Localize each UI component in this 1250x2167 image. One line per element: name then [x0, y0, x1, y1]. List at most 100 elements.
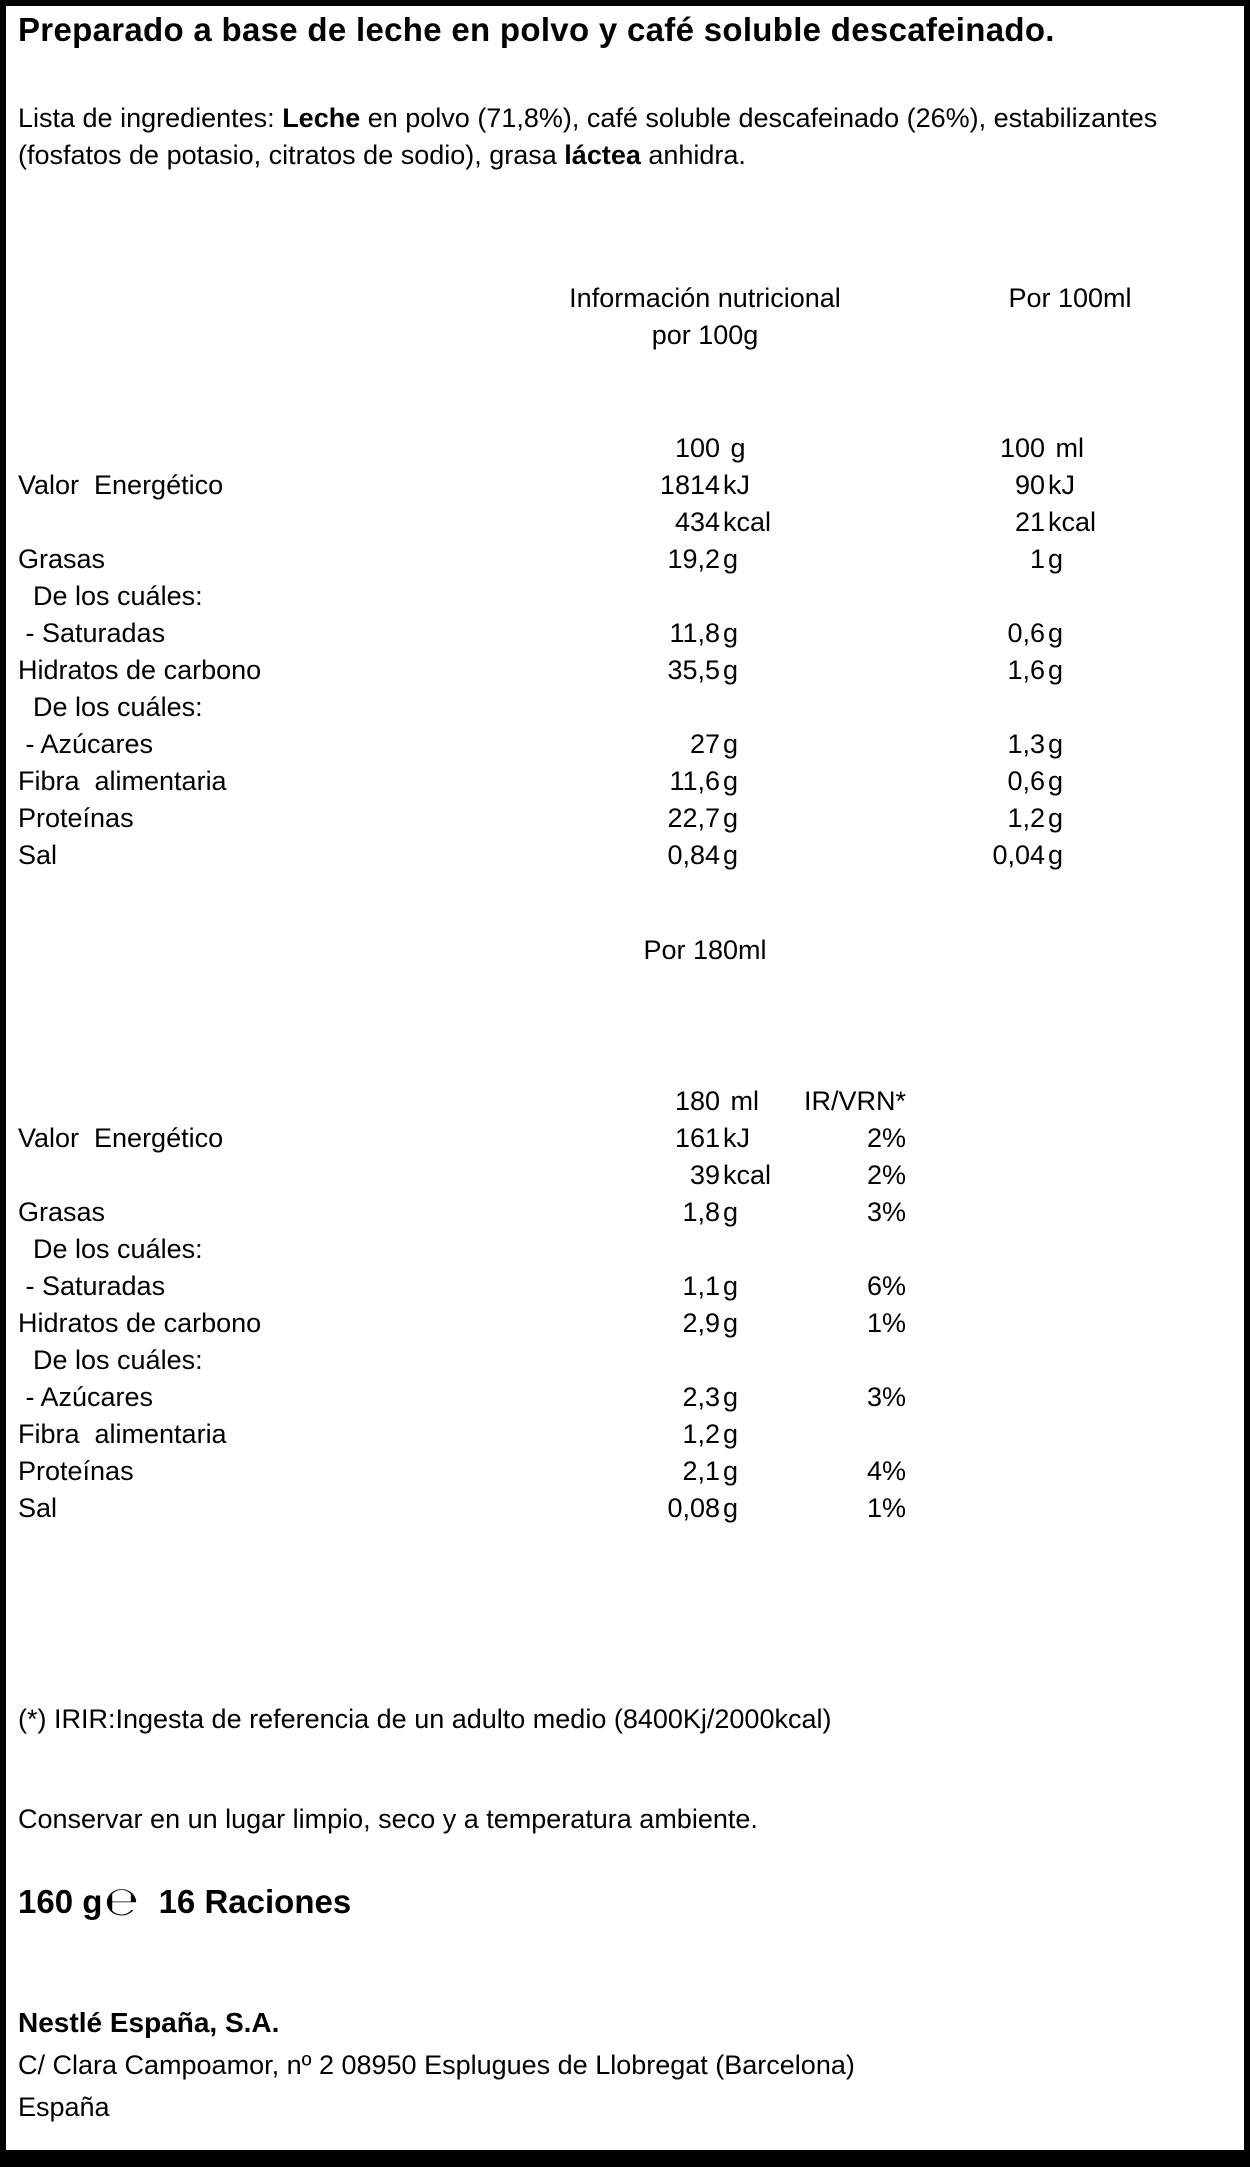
- table-100-header-line2: por 100g: [651, 320, 759, 350]
- cell-lbl: Valor Energético: [18, 470, 224, 500]
- cell-u1: g: [723, 1382, 739, 1412]
- cell-n1: 1814: [659, 470, 720, 500]
- cell-u1: g: [723, 1419, 739, 1449]
- cell-u1: kJ: [723, 1123, 750, 1153]
- table-row: De los cuáles:: [18, 689, 1226, 726]
- bottom-border-bar: [6, 2150, 1244, 2167]
- table-100-header-line1: Información nutricional: [569, 283, 841, 313]
- cell-lbl: Proteínas: [18, 1456, 134, 1486]
- cell-n1: 39: [689, 1160, 720, 1190]
- reference-intake-footnote: (*) IRIR:Ingesta de referencia de un adu…: [18, 1704, 832, 1734]
- cell-n2: 0,04: [992, 840, 1045, 870]
- cell-u1: [720, 1231, 795, 1268]
- cell-n1: 1,2: [682, 1419, 720, 1449]
- cell-u1: [720, 1342, 795, 1379]
- ingredients-paragraph: Lista de ingredientes: Leche en polvo (7…: [18, 100, 1178, 174]
- cell-u1: g: [723, 1197, 739, 1227]
- cell-n2: 1,3: [1007, 729, 1045, 759]
- servings-count: 16 Raciones: [158, 1883, 352, 1920]
- cell-n1: 27: [689, 729, 720, 759]
- cell-n1: 1,8: [682, 1197, 720, 1227]
- cell-pct: 2%: [866, 1160, 906, 1190]
- cell-u1: ml: [723, 1086, 760, 1116]
- cell-pct: [795, 1416, 906, 1453]
- cell-u1: g: [723, 1308, 739, 1338]
- table-row: De los cuáles:: [18, 1231, 1226, 1268]
- text-segment: láctea: [564, 140, 641, 170]
- cell-lbl: - Azúcares: [18, 729, 154, 759]
- cell-n1: 0,08: [667, 1493, 720, 1523]
- cell-u2: g: [1048, 618, 1064, 648]
- cell-n1: [468, 1342, 720, 1379]
- manufacturer-block: Nestlé España, S.A. C/ Clara Campoamor, …: [18, 2002, 1226, 2128]
- cell-n1: 2,9: [682, 1308, 720, 1338]
- cell-lbl: [18, 1083, 468, 1120]
- cell-u2: kcal: [1048, 507, 1097, 537]
- table-row: Hidratos de carbono 2,9 g 1%: [18, 1305, 1226, 1342]
- cell-u1: g: [723, 766, 739, 796]
- net-weight: 160 g: [18, 1883, 103, 1920]
- cell-n1: [468, 578, 720, 615]
- cell-n2: [795, 689, 1045, 726]
- text-segment: Leche: [282, 103, 361, 133]
- cell-pct: [795, 1342, 906, 1379]
- cell-lbl: De los cuáles:: [18, 581, 203, 611]
- cell-lbl: Proteínas: [18, 803, 134, 833]
- cell-lbl: De los cuáles:: [18, 1345, 203, 1375]
- table-row: Grasas 19,2 g 1 g: [18, 541, 1226, 578]
- cell-lbl: Sal: [18, 1493, 58, 1523]
- cell-n1: 11,6: [669, 766, 720, 796]
- table-180-header: Por 180ml: [643, 935, 767, 965]
- manufacturer-address: C/ Clara Campoamor, nº 2 08950 Esplugues…: [18, 2050, 855, 2080]
- table-row: Fibra alimentaria 1,2 g: [18, 1416, 1226, 1453]
- cell-n1: 1,1: [682, 1271, 720, 1301]
- cell-lbl: Fibra alimentaria: [18, 1419, 227, 1449]
- table-row: - Saturadas 1,1 g 6%: [18, 1268, 1226, 1305]
- cell-lbl: - Saturadas: [18, 618, 166, 648]
- cell-lbl: Fibra alimentaria: [18, 766, 227, 796]
- cell-u2: ml: [1048, 433, 1085, 463]
- cell-u1: g: [723, 433, 746, 463]
- cell-n1: 100: [674, 433, 720, 463]
- table-100-header: Información nutricional por 100g Por 100…: [18, 280, 1226, 354]
- net-content-line: 160 g℮ 16 Raciones: [18, 1880, 1226, 1924]
- table-row: - Azúcares 2,3 g 3%: [18, 1379, 1226, 1416]
- table-100-rows: 100 g 100 ml Valor Energético 1814 kJ 90 kJ 434…: [18, 430, 1226, 874]
- table-row: Valor Energético 1814 kJ 90 kJ: [18, 467, 1226, 504]
- table-row: Proteínas 22,7 g 1,2 g: [18, 800, 1226, 837]
- estimated-sign: ℮: [104, 1879, 139, 1925]
- table-row: 180 ml IR/VRN*: [18, 1083, 1226, 1120]
- cell-n1: 2,3: [682, 1382, 720, 1412]
- cell-n2: 0,6: [1007, 618, 1045, 648]
- cell-pct: 2%: [866, 1123, 906, 1153]
- cell-lbl: Grasas: [18, 544, 106, 574]
- cell-u1: g: [723, 618, 739, 648]
- cell-lbl: De los cuáles:: [18, 692, 203, 722]
- cell-n2: 100: [999, 433, 1045, 463]
- cell-lbl: Hidratos de carbono: [18, 1308, 262, 1338]
- text-segment: en polvo (71,8%), café soluble descafein…: [18, 103, 1158, 170]
- table-100-header-col2: Por 100ml: [1008, 283, 1132, 313]
- cell-u1: g: [723, 729, 739, 759]
- table-row: Sal 0,08 g 1%: [18, 1490, 1226, 1527]
- cell-n1: 180: [674, 1086, 720, 1116]
- cell-n2: 1,2: [1007, 803, 1045, 833]
- cell-n1: 11,8: [669, 618, 720, 648]
- cell-pct: 6%: [866, 1271, 906, 1301]
- table-row: Proteínas 2,1 g 4%: [18, 1453, 1226, 1490]
- cell-u1: kcal: [723, 507, 772, 537]
- cell-pct: [795, 1231, 906, 1268]
- cell-lbl: [18, 1157, 468, 1194]
- storage-instructions: Conservar en un lugar limpio, seco y a t…: [18, 1804, 758, 1834]
- cell-lbl: Grasas: [18, 1197, 106, 1227]
- nutrition-table-per-100: Información nutricional por 100g Por 100…: [18, 280, 1226, 874]
- cell-u2: [1045, 578, 1125, 615]
- cell-n2: 1,6: [1007, 655, 1045, 685]
- cell-u1: g: [723, 1456, 739, 1486]
- text-segment: anhidra.: [640, 140, 746, 170]
- manufacturer-country: España: [18, 2092, 110, 2122]
- table-row: Valor Energético 161 kJ 2%: [18, 1120, 1226, 1157]
- cell-lbl: - Saturadas: [18, 1271, 166, 1301]
- table-row: De los cuáles:: [18, 578, 1226, 615]
